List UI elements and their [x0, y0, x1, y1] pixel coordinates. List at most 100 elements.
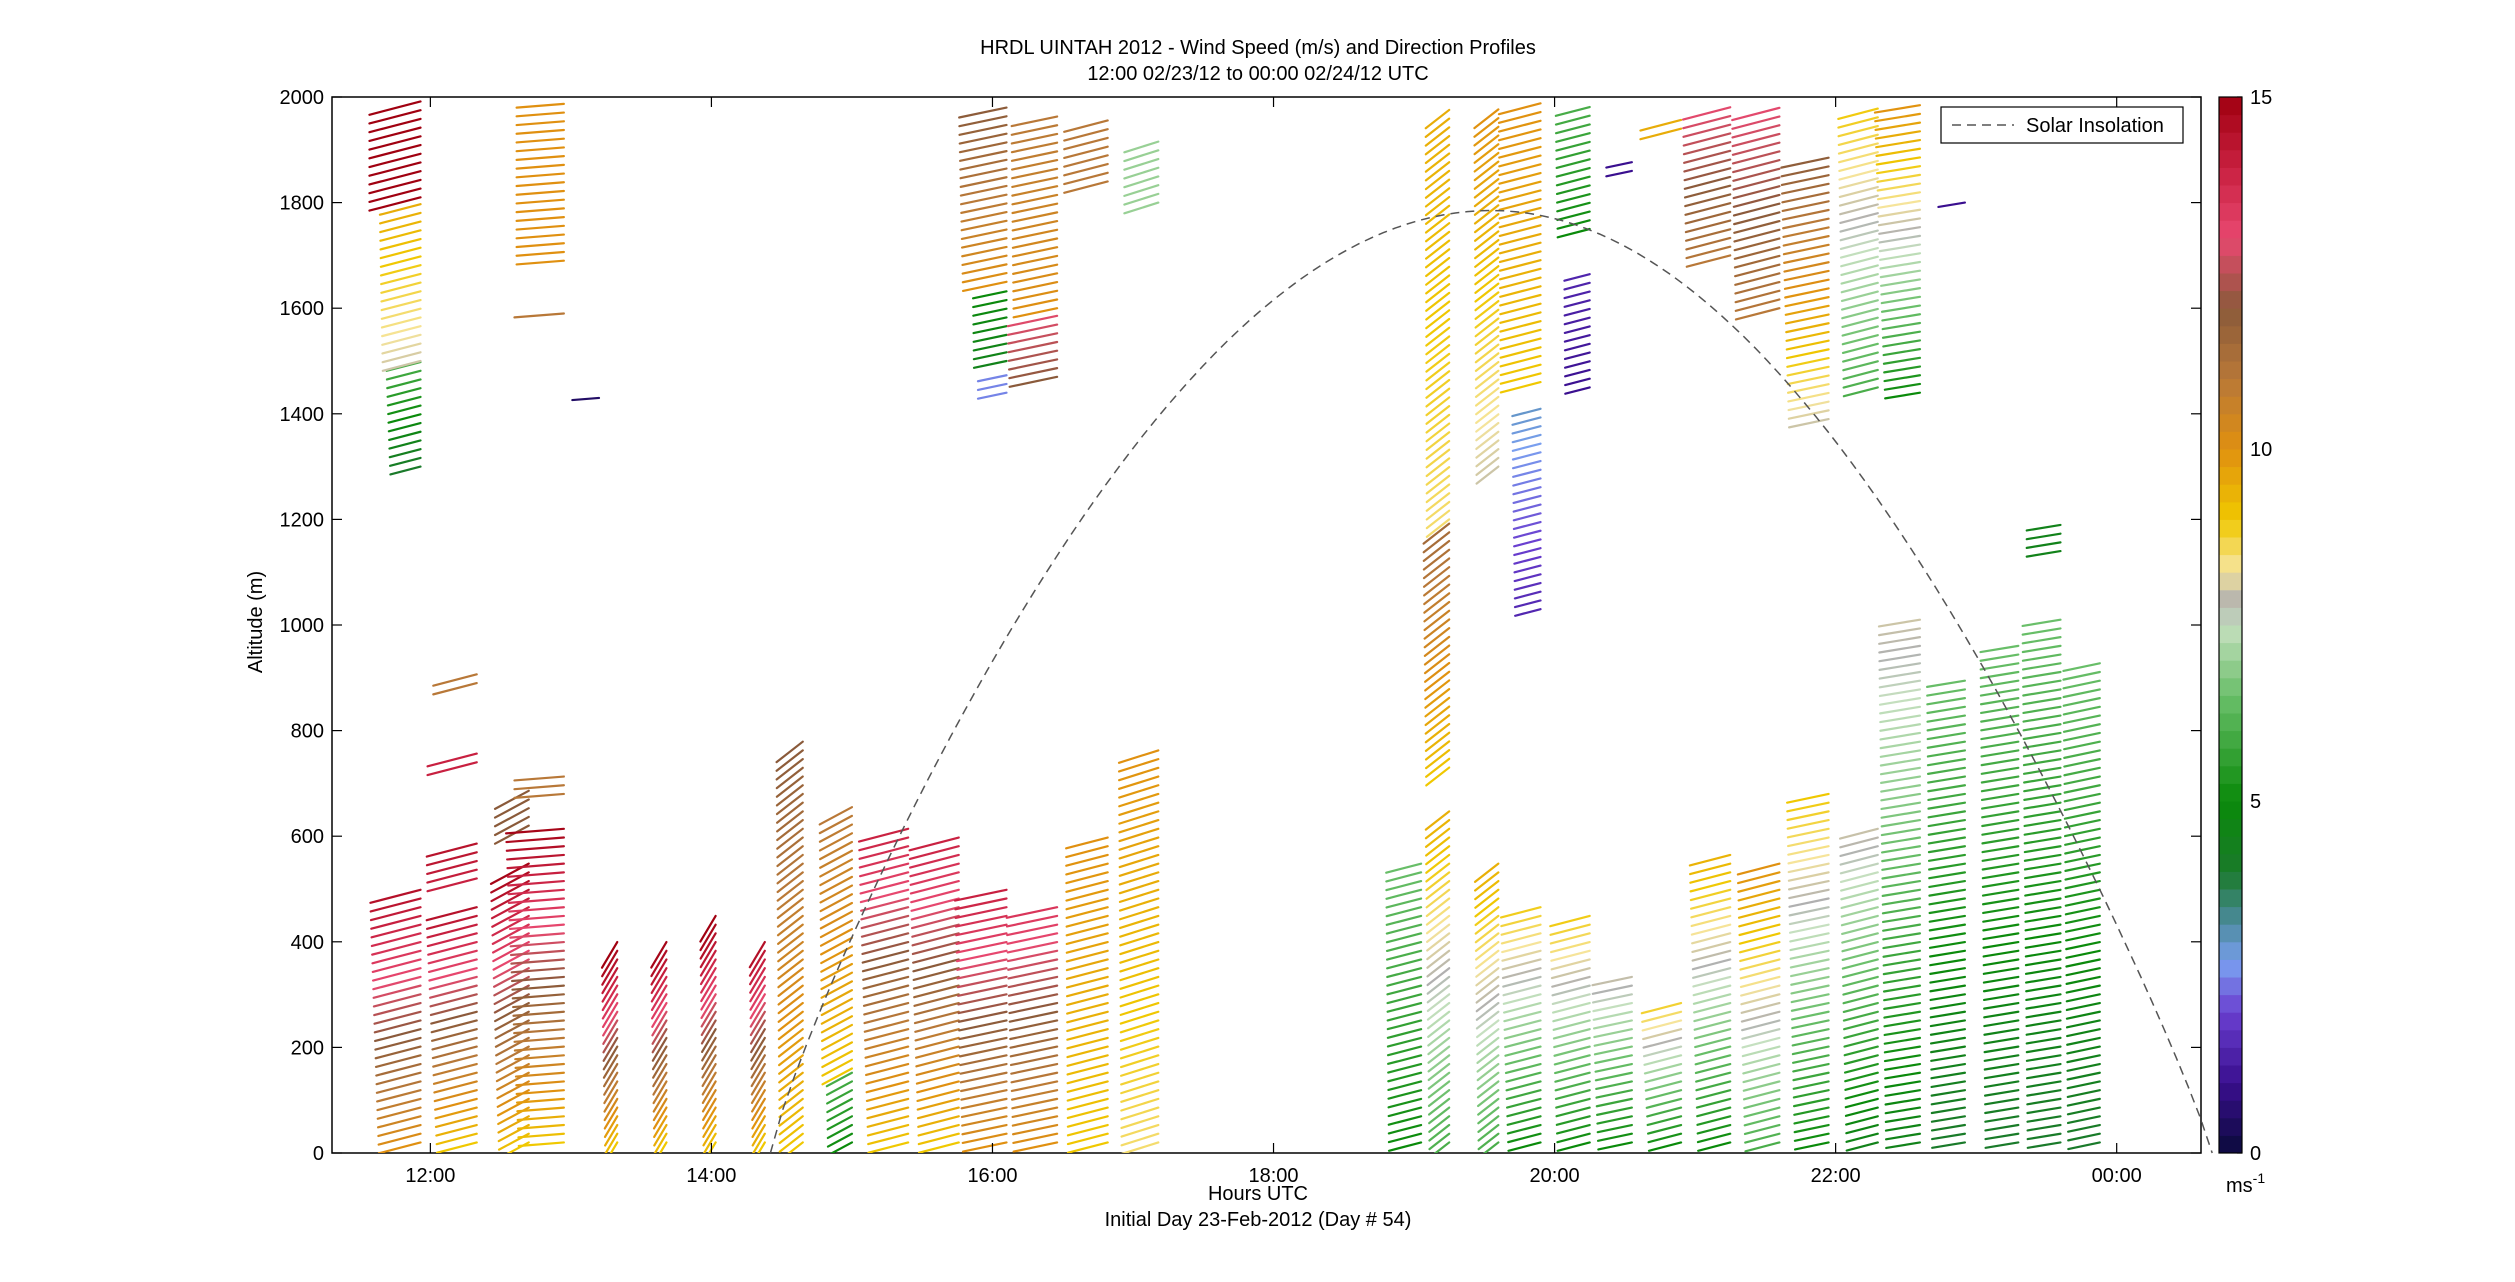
wind-barb [1981, 845, 2020, 854]
wind-barb [1011, 228, 1059, 241]
wind-barb [509, 940, 565, 948]
wind-barb [1511, 433, 1542, 444]
wind-barb [702, 1097, 717, 1121]
wind-barb [1425, 474, 1451, 495]
colorbar-segment [2219, 836, 2242, 855]
wind-barb [653, 1123, 668, 1147]
wind-barb [2023, 775, 2062, 784]
wind-barb [652, 1071, 668, 1096]
wind-barb [1878, 662, 1922, 671]
wind-barb [1694, 1062, 1732, 1075]
wind-barb [701, 1062, 717, 1088]
wind-barb [515, 259, 565, 266]
wind-barb [1476, 1089, 1500, 1108]
wind-barb [1387, 1106, 1423, 1118]
wind-barb [917, 1123, 960, 1137]
wind-barb [1119, 1036, 1160, 1051]
wind-barb [699, 914, 717, 943]
wind-barb [959, 193, 1008, 206]
wind-barb [1983, 1019, 2020, 1028]
wind-barb [1979, 662, 2020, 671]
wind-barb [1784, 304, 1830, 316]
wind-barb [749, 1010, 766, 1037]
wind-barb [1682, 141, 1732, 156]
wind-barb [960, 228, 1008, 241]
wind-barb [913, 993, 960, 1007]
wind-barb [972, 333, 1008, 343]
wind-barb [1842, 1010, 1879, 1022]
colorbar-segment [2219, 818, 2242, 837]
wind-barb [700, 984, 717, 1011]
wind-barb [708, 1141, 717, 1153]
wind-profile [1385, 862, 1423, 1152]
wind-barb [750, 1028, 766, 1054]
wind-barb [1123, 149, 1160, 163]
wind-barb [1118, 810, 1160, 825]
wind-barb [514, 1062, 565, 1069]
wind-barb [699, 940, 717, 969]
wind-barb [1875, 147, 1922, 157]
wind-barb [368, 152, 422, 169]
wind-barb [1731, 106, 1781, 122]
wind-barb [1474, 352, 1500, 372]
wind-barb [1422, 539, 1451, 562]
wind-barb [1425, 256, 1451, 278]
colorbar-segment [2219, 554, 2242, 573]
wind-barb [1474, 273, 1500, 294]
wind-barb [1882, 339, 1922, 348]
wind-barb [493, 815, 530, 837]
wind-barb [1500, 932, 1542, 945]
wind-barb [1424, 178, 1451, 199]
wind-profile [908, 836, 960, 1153]
wind-barb [376, 1097, 422, 1112]
colorbar-segment [2219, 695, 2242, 714]
wind-barb [1693, 1028, 1732, 1040]
wind-barb [1591, 975, 1633, 987]
wind-barb [374, 1028, 422, 1043]
wind-barb [378, 203, 422, 216]
wind-barb [2023, 827, 2062, 836]
wind-profile [818, 806, 854, 1153]
wind-barb [1498, 224, 1542, 237]
wind-barb [1981, 827, 2020, 836]
wind-barb [1881, 330, 1922, 339]
wind-barb [1387, 1080, 1423, 1092]
wind-barb [1844, 1089, 1879, 1100]
wind-profile [775, 740, 804, 1153]
wind-barb [1734, 307, 1781, 321]
wind-barb [865, 1080, 910, 1094]
wind-barb [699, 949, 717, 977]
wind-barb [1506, 1123, 1542, 1135]
wind-barb [1787, 879, 1830, 891]
wind-barb [1425, 914, 1451, 935]
wind-barb [1731, 141, 1781, 156]
wind-barb [1427, 1080, 1451, 1099]
wind-barb [428, 975, 478, 991]
wind-barb [1742, 1071, 1781, 1084]
wind-barb [1009, 1045, 1059, 1058]
wind-barb [1556, 1132, 1591, 1144]
wind-barb [381, 359, 422, 372]
colorbar-segment [2219, 730, 2242, 749]
wind-barb [1066, 1106, 1109, 1120]
wind-barb [1882, 949, 1922, 958]
wind-barb [1427, 1019, 1451, 1038]
wind-barb [1842, 1001, 1879, 1013]
wind-barb [1879, 260, 1922, 270]
wind-barb [1641, 1010, 1683, 1023]
x-tick-label: 18:00 [1248, 1165, 1298, 1187]
legend-box [1940, 106, 2184, 144]
wind-barb [508, 906, 565, 913]
wind-barb [1839, 845, 1879, 858]
wind-barb [1642, 1045, 1683, 1058]
wind-barb [1983, 1010, 2020, 1019]
wind-barb [1502, 993, 1542, 1005]
wind-barb [1841, 940, 1879, 953]
wind-barb [2065, 975, 2101, 985]
wind-barb [1781, 182, 1830, 195]
wind-barb [1843, 1062, 1879, 1074]
wind-barb [1979, 679, 2020, 688]
wind-barb [701, 1036, 717, 1062]
wind-barb [1791, 1045, 1830, 1056]
wind-barb [1120, 1071, 1160, 1086]
